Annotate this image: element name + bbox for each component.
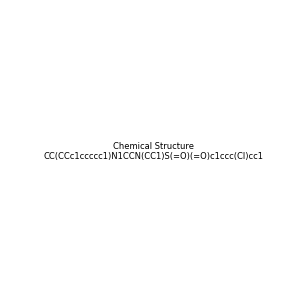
Text: Chemical Structure
CC(CCc1ccccc1)N1CCN(CC1)S(=O)(=O)c1ccc(Cl)cc1: Chemical Structure CC(CCc1ccccc1)N1CCN(C… [44, 142, 264, 161]
